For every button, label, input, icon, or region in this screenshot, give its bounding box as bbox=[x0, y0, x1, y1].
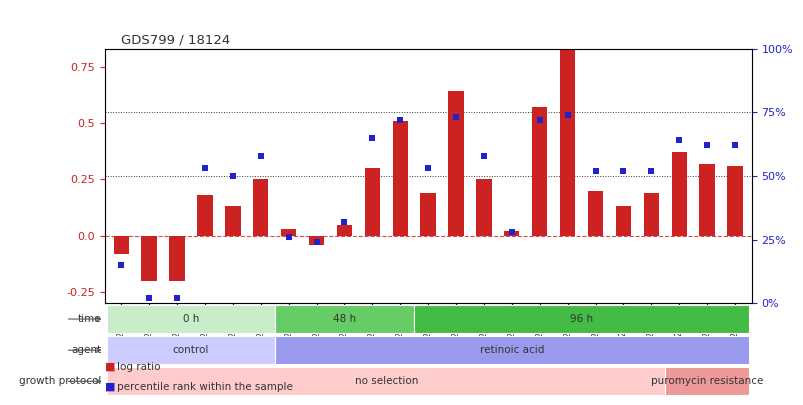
Bar bbox=[420, 193, 435, 236]
Bar bbox=[107, 336, 275, 364]
Text: 48 h: 48 h bbox=[332, 314, 356, 324]
Bar bbox=[275, 336, 748, 364]
Bar bbox=[414, 305, 748, 333]
Bar bbox=[664, 367, 748, 395]
Text: ■: ■ bbox=[104, 382, 115, 392]
Bar bbox=[253, 179, 268, 236]
Bar bbox=[280, 229, 296, 236]
Text: retinoic acid: retinoic acid bbox=[479, 345, 544, 355]
Bar bbox=[671, 152, 686, 236]
Text: no selection: no selection bbox=[354, 376, 418, 386]
Bar bbox=[503, 231, 519, 236]
Text: puromycin resistance: puromycin resistance bbox=[650, 376, 762, 386]
Text: growth protocol: growth protocol bbox=[19, 376, 101, 386]
Bar bbox=[225, 207, 240, 236]
Bar bbox=[448, 92, 463, 236]
Bar bbox=[587, 191, 602, 236]
Bar bbox=[275, 305, 414, 333]
Bar bbox=[113, 236, 128, 254]
Text: 0 h: 0 h bbox=[182, 314, 199, 324]
Bar bbox=[141, 236, 157, 281]
Bar bbox=[169, 236, 185, 281]
Text: log ratio: log ratio bbox=[117, 362, 161, 371]
Bar bbox=[308, 236, 324, 245]
Bar bbox=[559, 46, 575, 236]
Text: agent: agent bbox=[71, 345, 101, 355]
Bar bbox=[197, 195, 212, 236]
Bar bbox=[475, 179, 491, 236]
Text: ■: ■ bbox=[104, 362, 115, 371]
Bar bbox=[615, 207, 630, 236]
Text: GDS799 / 18124: GDS799 / 18124 bbox=[120, 34, 230, 47]
Text: 96 h: 96 h bbox=[569, 314, 593, 324]
Bar bbox=[107, 367, 664, 395]
Text: percentile rank within the sample: percentile rank within the sample bbox=[117, 382, 293, 392]
Bar bbox=[643, 193, 658, 236]
Bar bbox=[365, 168, 380, 236]
Bar bbox=[336, 224, 352, 236]
Text: time: time bbox=[78, 314, 101, 324]
Bar bbox=[699, 164, 714, 236]
Bar bbox=[727, 166, 742, 236]
Text: control: control bbox=[173, 345, 209, 355]
Bar bbox=[532, 107, 547, 236]
Bar bbox=[392, 121, 407, 236]
Bar bbox=[107, 305, 275, 333]
